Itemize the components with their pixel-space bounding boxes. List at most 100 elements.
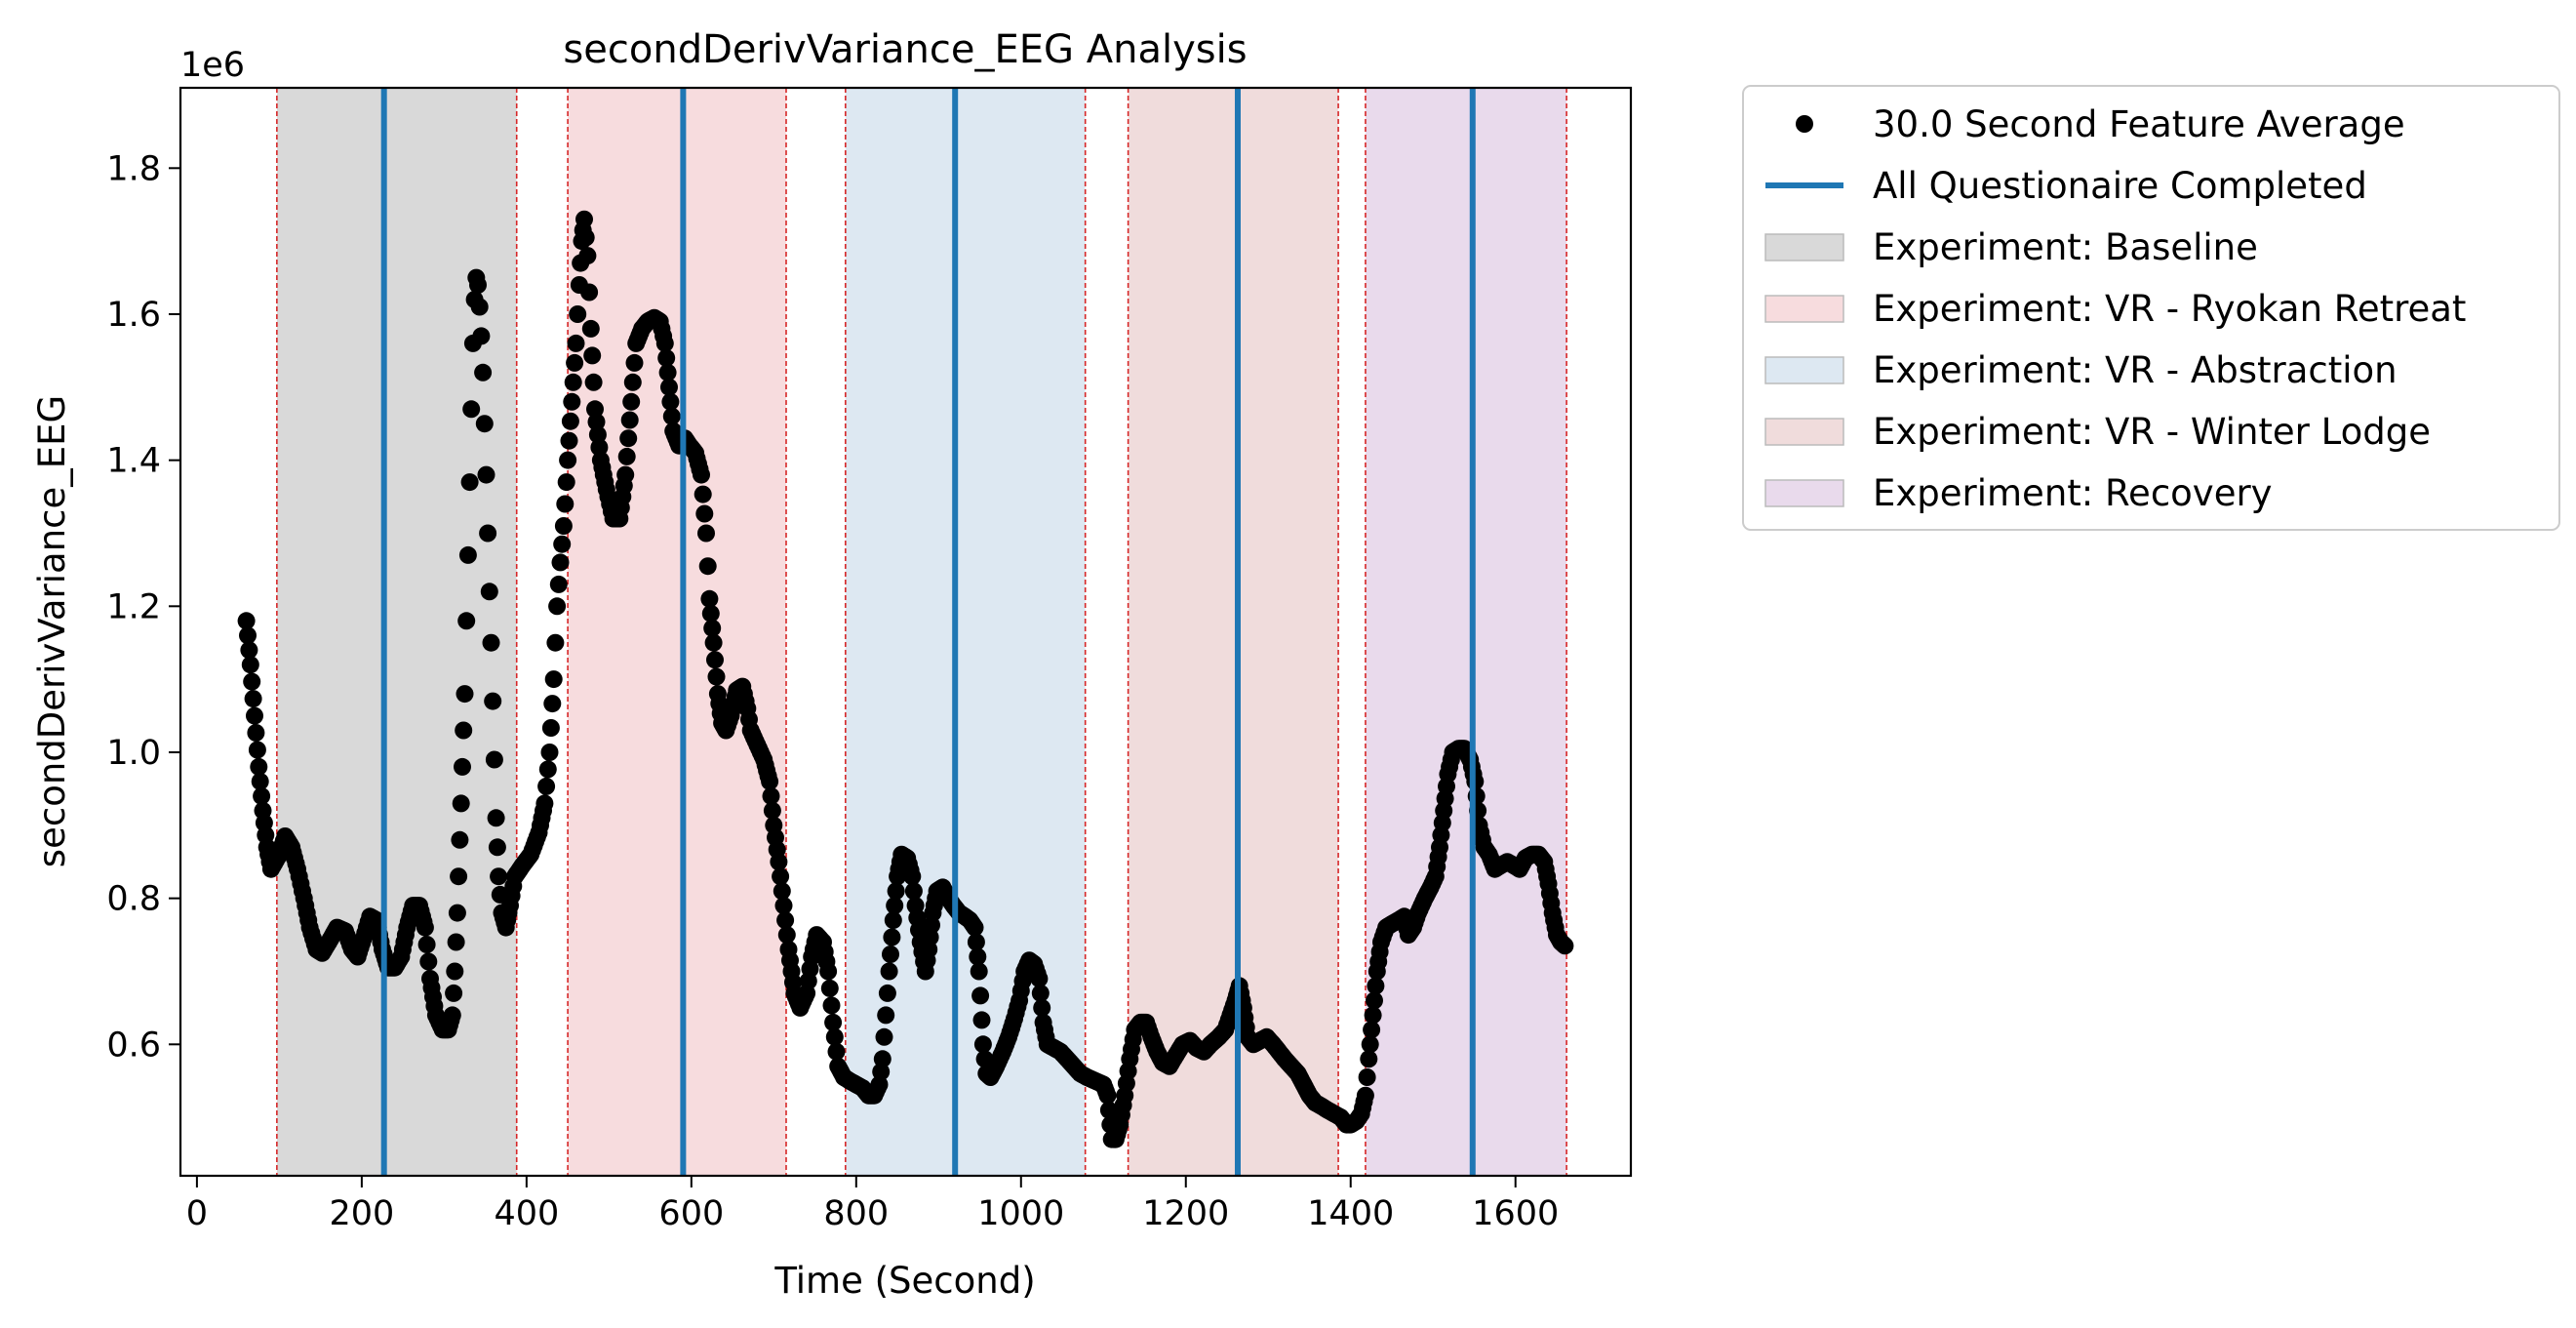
data-point-0-738 — [1366, 991, 1383, 1010]
data-point-0-6 — [246, 706, 263, 725]
data-point-0-153 — [469, 276, 487, 294]
data-point-0-439 — [904, 882, 923, 901]
data-point-0-229 — [584, 373, 603, 391]
data-point-0-424 — [883, 928, 901, 946]
y-tick-label-3: 1.2 — [106, 587, 161, 626]
data-point-0-357 — [777, 926, 796, 945]
data-point-0-154 — [470, 298, 489, 316]
region-1 — [568, 88, 786, 1176]
data-point-0-159 — [479, 524, 497, 543]
legend-label-1: All Questionaire Completed — [1873, 165, 2367, 207]
data-point-0-146 — [457, 612, 476, 630]
y-tick-label-1: 0.8 — [106, 880, 161, 919]
data-point-0-416 — [870, 1075, 889, 1094]
data-point-0-564 — [1098, 1086, 1117, 1105]
x-tick-label-3: 600 — [658, 1194, 724, 1233]
data-point-0-523 — [1033, 998, 1051, 1017]
data-point-0-347 — [762, 786, 780, 805]
data-point-0-4 — [243, 672, 261, 691]
legend: 30.0 Second Feature Average All Questiona… — [1742, 85, 2560, 531]
data-point-0-384 — [820, 979, 839, 997]
data-point-0-281 — [662, 407, 681, 425]
data-point-0-213 — [561, 412, 579, 430]
questionnaire-lines — [380, 88, 1476, 1176]
data-point-0-228 — [583, 346, 602, 365]
legend-swatch-5 — [1764, 418, 1844, 446]
data-point-0-198 — [538, 760, 557, 779]
data-point-0-521 — [1030, 970, 1049, 987]
data-point-0-7 — [247, 724, 265, 742]
data-point-0-417 — [872, 1063, 891, 1081]
data-point-0-141 — [451, 830, 469, 849]
y-tick-label-6: 1.8 — [106, 149, 161, 188]
data-point-0-1 — [239, 626, 257, 645]
data-point-0-250 — [616, 465, 635, 484]
data-point-0-483 — [971, 986, 990, 1005]
data-point-0-309 — [704, 633, 723, 652]
data-point-0-735 — [1361, 1035, 1379, 1054]
data-point-0-385 — [822, 996, 841, 1015]
data-point-0-226 — [580, 283, 599, 302]
data-point-0-438 — [903, 867, 922, 886]
data-point-0-346 — [761, 772, 779, 790]
data-point-0-480 — [967, 933, 985, 951]
data-point-0-307 — [701, 604, 720, 623]
plot-frame — [178, 86, 1633, 1178]
data-point-0-484 — [972, 1011, 991, 1029]
data-point-0-278 — [658, 363, 677, 382]
legend-label-0: 30.0 Second Feature Average — [1873, 103, 2405, 145]
data-point-0-256 — [625, 353, 644, 372]
data-point-0-212 — [560, 431, 578, 450]
data-point-0-209 — [556, 495, 575, 513]
data-point-0-304 — [697, 524, 715, 543]
data-point-0-280 — [661, 392, 680, 411]
data-point-0-136 — [445, 984, 463, 1002]
data-point-0-157 — [475, 415, 494, 433]
data-point-0-481 — [969, 947, 987, 966]
data-point-0-383 — [819, 962, 838, 981]
data-point-0-137 — [446, 962, 464, 981]
data-point-0-9 — [250, 757, 268, 776]
data-point-0-426 — [886, 897, 904, 915]
x-axis-ticks: 0 200 400 600 800 1000 1200 1400 1600 — [186, 1176, 1559, 1233]
data-point-0-164 — [487, 809, 505, 827]
y-tick-label-2: 1.0 — [106, 734, 161, 773]
data-point-0-422 — [880, 962, 898, 981]
data-point-0-160 — [480, 583, 498, 601]
data-point-0-230 — [586, 400, 604, 419]
data-point-0-302 — [694, 485, 712, 503]
data-point-0-276 — [655, 334, 674, 352]
legend-label-6: Experiment: Recovery — [1873, 472, 2273, 514]
legend-label-4: Experiment: VR - Abstraction — [1873, 349, 2398, 391]
y-offset-label: 1e6 — [180, 46, 245, 85]
data-point-0-355 — [774, 897, 793, 915]
data-point-0-155 — [472, 327, 491, 345]
x-tick-label-4: 800 — [823, 1194, 889, 1233]
data-point-0-147 — [458, 545, 477, 564]
data-point-0-223 — [575, 210, 593, 228]
data-point-0-311 — [707, 667, 726, 686]
data-point-0-10 — [251, 772, 269, 790]
data-point-0-356 — [776, 911, 795, 930]
data-point-0-156 — [474, 363, 493, 382]
data-point-0-3 — [241, 656, 259, 674]
x-tick-label-5: 1000 — [977, 1194, 1064, 1233]
region-4 — [1365, 88, 1567, 1176]
legend-entries: 30.0 Second Feature Average All Questiona… — [1764, 103, 2466, 514]
data-point-0-485 — [973, 1035, 992, 1054]
x-tick-label-1: 200 — [329, 1194, 394, 1233]
data-point-0-423 — [882, 946, 899, 963]
data-point-0-203 — [546, 633, 565, 652]
legend-frame — [1742, 85, 2560, 531]
data-point-0-162 — [484, 692, 502, 710]
data-point-0-353 — [772, 867, 790, 886]
data-point-0-386 — [824, 1013, 843, 1031]
data-point-0-199 — [540, 744, 559, 761]
legend-label-2: Experiment: Baseline — [1873, 226, 2258, 268]
data-point-0-8 — [248, 741, 266, 759]
data-point-0-732 — [1356, 1086, 1374, 1105]
x-tick-label-8: 1600 — [1472, 1194, 1559, 1233]
data-point-0-233 — [590, 438, 609, 457]
data-point-0-215 — [564, 373, 582, 391]
data-point-0-421 — [878, 984, 896, 1002]
